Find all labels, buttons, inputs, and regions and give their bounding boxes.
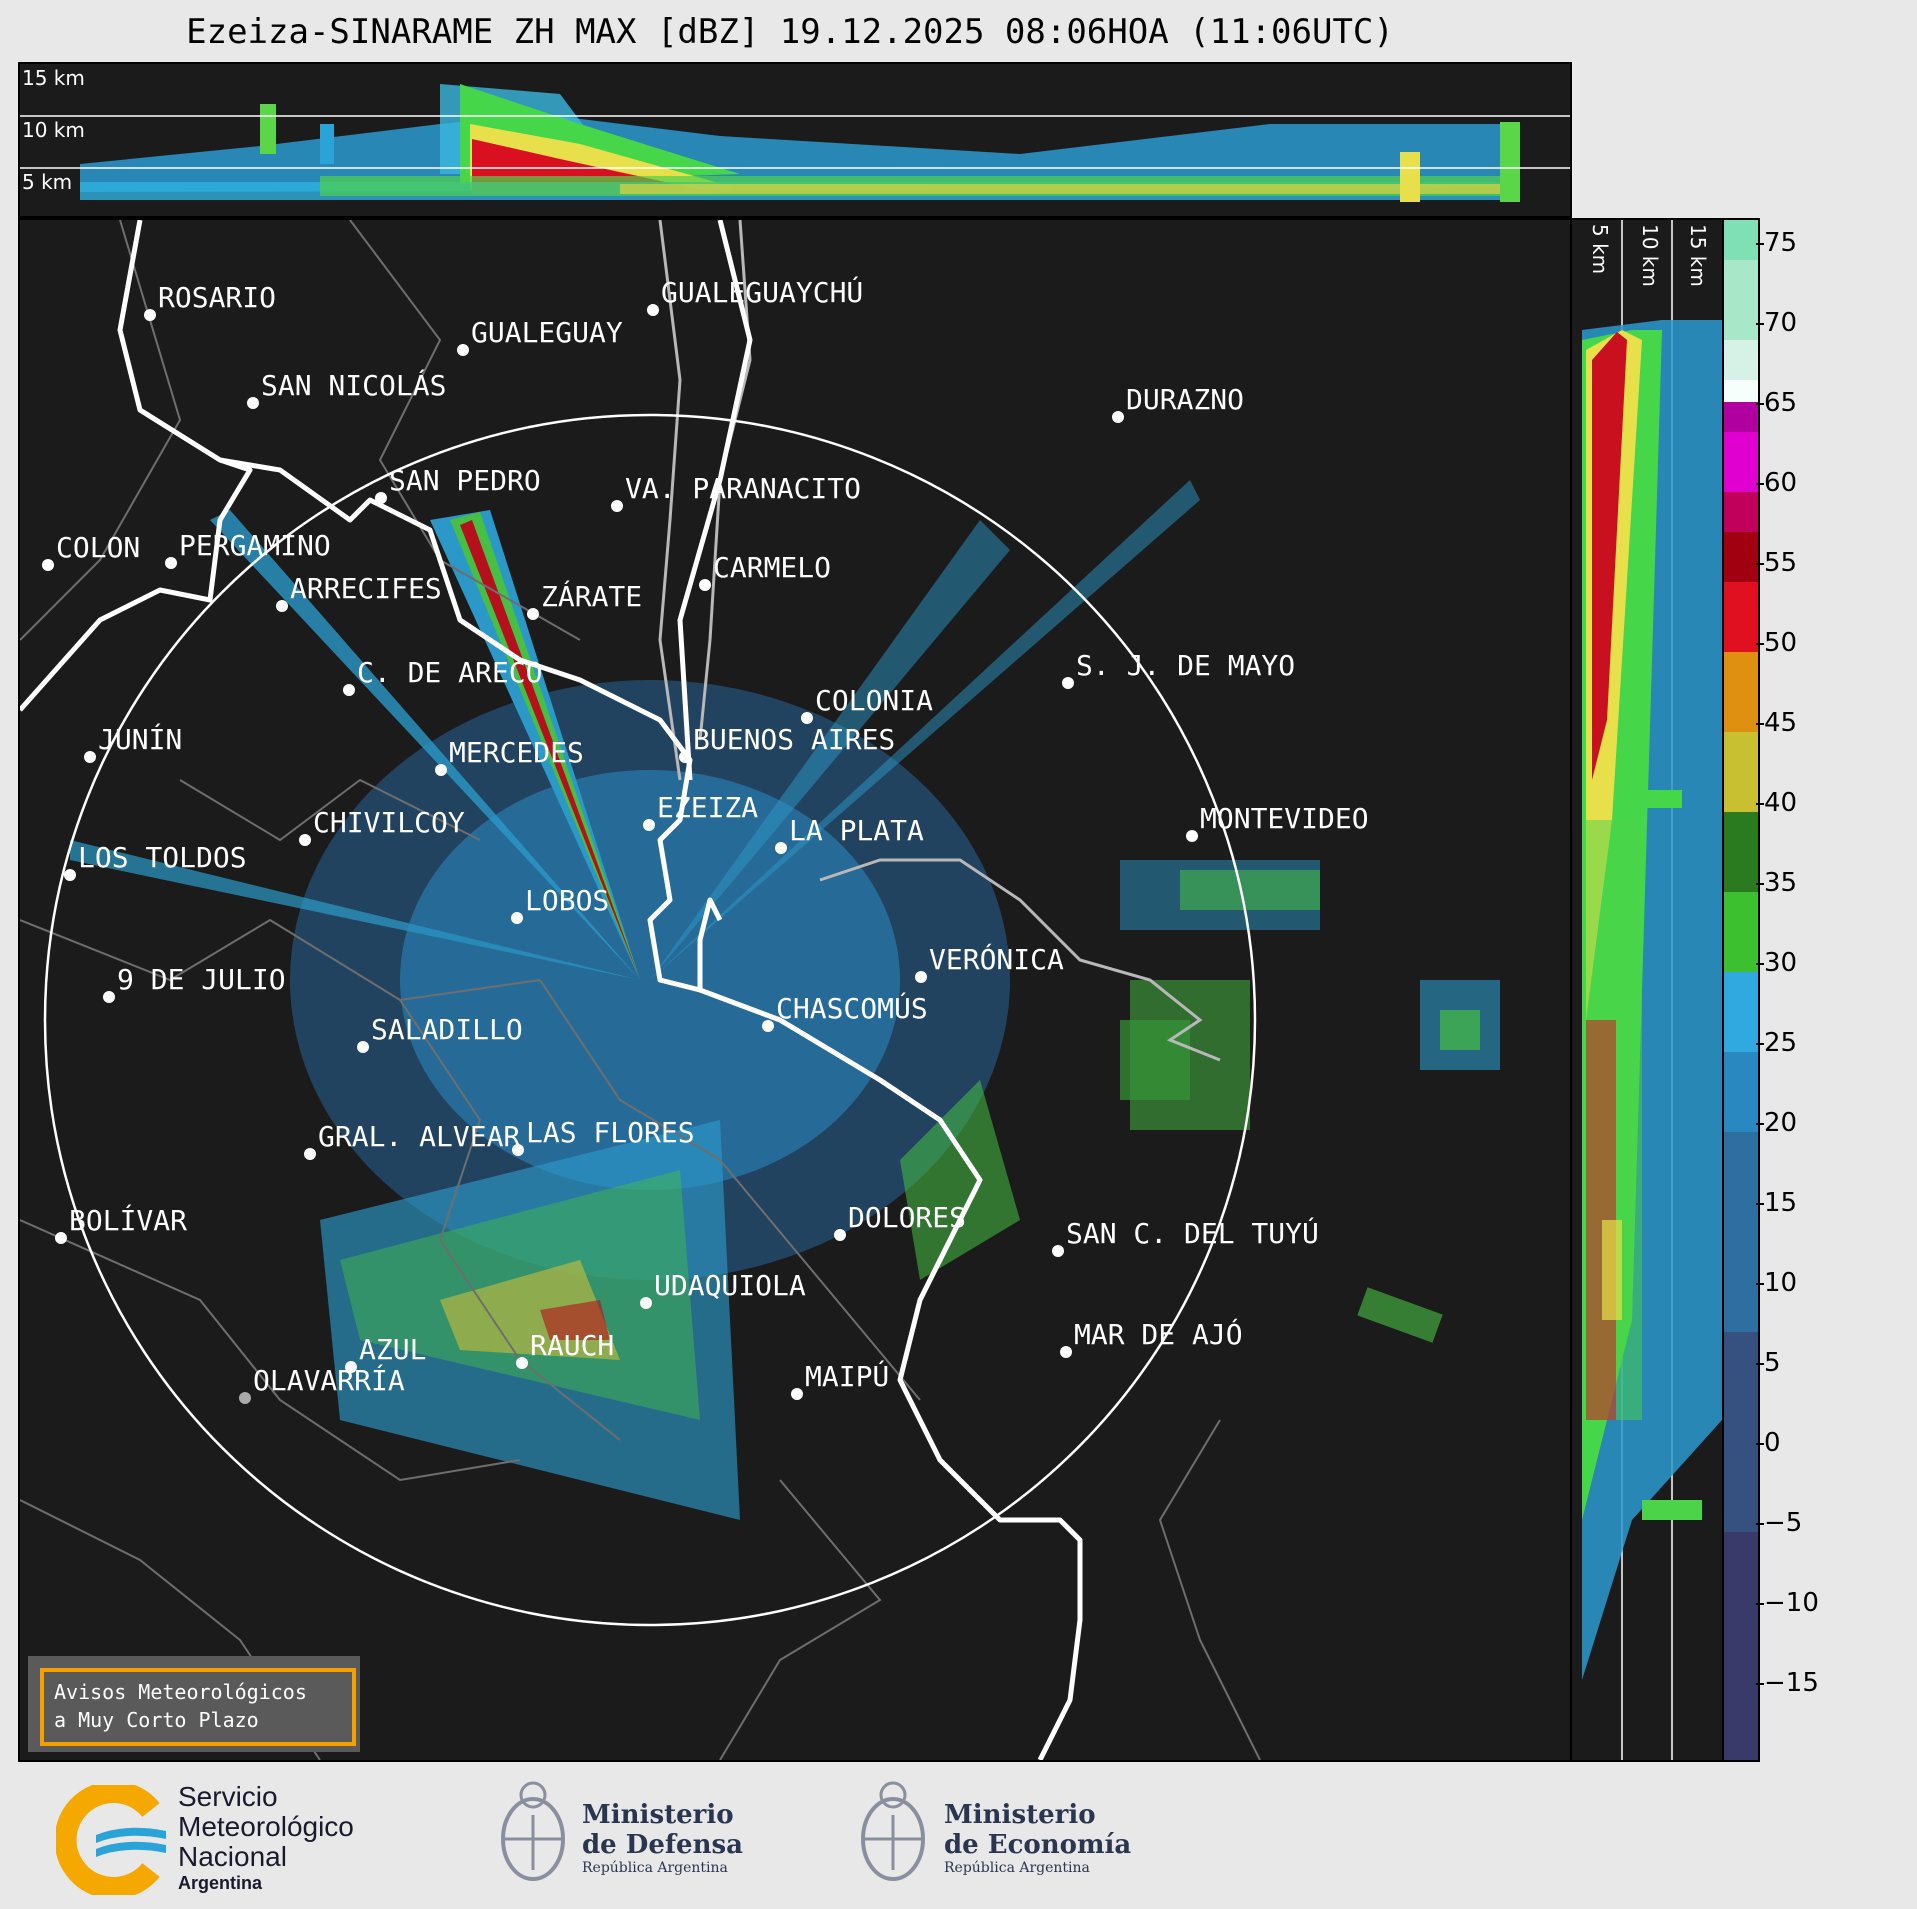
city-label: COLON	[56, 531, 140, 564]
city-label: MAIPÚ	[805, 1359, 889, 1393]
city-label: GRAL. ALVEAR	[318, 1120, 520, 1153]
colorbar	[1722, 218, 1760, 1762]
city-label: GUALEGUAYCHÚ	[661, 275, 863, 309]
argentina-shield-icon	[861, 1781, 925, 1881]
top-cross-section: 15 km 10 km 5 km	[18, 62, 1572, 218]
city-label: GUALEGUAY	[471, 316, 623, 349]
colorbar-tick-label: 0	[1764, 1428, 1781, 1458]
avisos-line-2: a Muy Corto Plazo	[54, 1708, 259, 1732]
height-label-15: 15 km	[22, 66, 85, 90]
colorbar-tick-label: 60	[1764, 468, 1798, 498]
city-label: DURAZNO	[1126, 383, 1244, 416]
city-label: 9 DE JULIO	[117, 963, 286, 996]
colorbar-tick-label: 75	[1764, 228, 1798, 258]
city-label: ARRECIFES	[290, 572, 442, 605]
city-label: LOS TOLDOS	[78, 841, 247, 874]
city-label: SAN PEDRO	[389, 464, 541, 497]
colorbar-tick-label: 20	[1764, 1108, 1798, 1138]
city-label: UDAQUIOLA	[654, 1269, 806, 1302]
side-cross-section-plot	[1582, 220, 1722, 1760]
avisos-box[interactable]: Avisos Meteorológicos a Muy Corto Plazo	[28, 1656, 360, 1752]
colorbar-tick-label: −5	[1764, 1508, 1803, 1538]
city-label: BUENOS AIRES	[693, 723, 895, 756]
range-ring	[43, 413, 1257, 1627]
city-label: EZEIZA	[657, 791, 758, 824]
city-label: BOLÍVAR	[69, 1203, 187, 1237]
city-label: CHASCOMÚS	[776, 991, 928, 1025]
city-markers: ROSARIO GUALEGUAYCHÚ GUALEGUAY SAN NICOL…	[42, 275, 1369, 1404]
city-label: AZUL	[359, 1333, 426, 1366]
colorbar-tick-label: 55	[1764, 548, 1798, 578]
defensa-logo-text: Ministerio de Defensa República Argentin…	[582, 1800, 743, 1876]
top-cross-section-plot	[20, 84, 1570, 202]
colorbar-tick-label: 45	[1764, 708, 1798, 738]
city-label: CARMELO	[713, 551, 831, 584]
city-label: PERGAMINO	[179, 529, 331, 562]
city-label: DOLORES	[848, 1201, 966, 1234]
colorbar-tick-label: 10	[1764, 1268, 1798, 1298]
city-label: MONTEVIDEO	[1200, 802, 1369, 835]
side-height-label-5: 5 km	[1588, 224, 1612, 275]
city-label: LA PLATA	[789, 814, 924, 847]
smn-logo-icon	[56, 1785, 166, 1895]
city-label: MERCEDES	[449, 736, 584, 769]
side-cross-section: 5 km 10 km 15 km	[1570, 218, 1724, 1762]
city-label: SALADILLO	[371, 1013, 523, 1046]
city-label: LOBOS	[525, 884, 609, 917]
city-label: JUNÍN	[98, 722, 182, 756]
colorbar-tick-label: 70	[1764, 308, 1798, 338]
city-label: S. J. DE MAYO	[1076, 649, 1295, 682]
colorbar-tick-label: 5	[1764, 1348, 1781, 1378]
colorbar-gradient	[1724, 220, 1758, 1760]
colorbar-tick-label: 25	[1764, 1028, 1798, 1058]
side-height-label-15: 15 km	[1686, 224, 1710, 287]
city-label: SAN NICOLÁS	[261, 368, 446, 402]
city-label: ROSARIO	[158, 281, 276, 314]
height-label-5: 5 km	[22, 170, 73, 194]
colorbar-tick-label: 65	[1764, 388, 1798, 418]
colorbar-tick-label: 40	[1764, 788, 1798, 818]
city-label: C. DE ARECO	[357, 656, 542, 689]
city-label: OLAVARRÍA	[253, 1363, 405, 1397]
colorbar-tick-label: 30	[1764, 948, 1798, 978]
avisos-line-1: Avisos Meteorológicos	[54, 1680, 307, 1704]
city-label: ZÁRATE	[541, 579, 642, 613]
height-label-10: 10 km	[22, 118, 85, 142]
city-label: SAN C. DEL TUYÚ	[1066, 1216, 1319, 1250]
colorbar-tick-label: 15	[1764, 1188, 1798, 1218]
city-label: RAUCH	[530, 1329, 614, 1362]
side-height-label-10: 10 km	[1638, 224, 1662, 287]
city-label: CHIVILCOY	[313, 806, 465, 839]
city-label: VA. PARANACITO	[625, 472, 861, 505]
city-label: MAR DE AJÓ	[1074, 1317, 1243, 1351]
radar-map[interactable]: ROSARIO GUALEGUAYCHÚ GUALEGUAY SAN NICOL…	[18, 218, 1572, 1762]
city-label: LAS FLORES	[526, 1116, 695, 1149]
city-label: VERÓNICA	[929, 942, 1064, 976]
argentina-shield-icon	[501, 1781, 565, 1881]
economia-logo-text: Ministerio de Economía República Argenti…	[944, 1800, 1132, 1876]
smn-logo-text: Servicio Meteorológico Nacional Argentin…	[178, 1781, 354, 1894]
colorbar-tick-label: −15	[1764, 1668, 1819, 1698]
colorbar-tick-label: −10	[1764, 1588, 1819, 1618]
city-label: COLONIA	[815, 684, 933, 717]
radar-map-svg: ROSARIO GUALEGUAYCHÚ GUALEGUAY SAN NICOL…	[20, 220, 1500, 1760]
colorbar-tick-label: 35	[1764, 868, 1798, 898]
colorbar-tick-label: 50	[1764, 628, 1798, 658]
page-title: Ezeiza-SINARAME ZH MAX [dBZ] 19.12.2025 …	[186, 12, 1394, 52]
